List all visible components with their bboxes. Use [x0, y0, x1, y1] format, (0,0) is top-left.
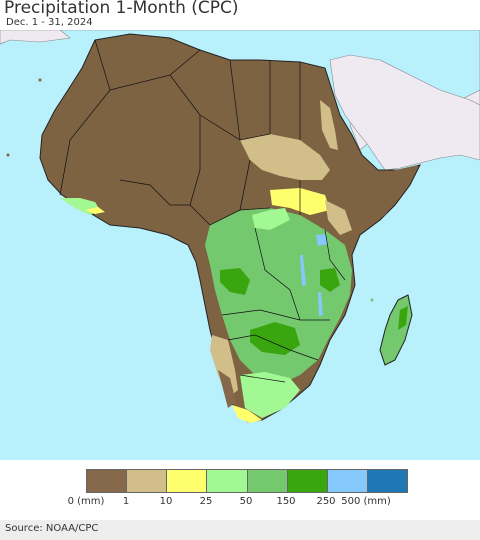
- east-tan-band: [325, 200, 352, 235]
- horn-dark: [355, 165, 418, 230]
- precipitation-map: [0, 30, 480, 460]
- footer-bar: Source: NOAA/CPC: [0, 520, 480, 540]
- legend-label: 25: [199, 496, 213, 507]
- lake-malawi: [318, 292, 323, 316]
- legend-label: 10: [159, 496, 173, 507]
- east-dark-green: [320, 268, 340, 292]
- lake-victoria: [316, 234, 328, 246]
- canary-islands: [38, 78, 42, 82]
- legend-label: 500 (mm): [341, 496, 391, 507]
- legend-swatch: [367, 470, 407, 492]
- legend-swatch: [327, 470, 368, 492]
- legend-label: 0 (mm): [67, 496, 105, 507]
- legend-label: 50: [239, 496, 253, 507]
- legend-swatch: [87, 470, 128, 492]
- legend-swatch: [167, 470, 208, 492]
- yellow-patches-west: [85, 207, 105, 214]
- comoros: [370, 298, 374, 302]
- madagascar-dark: [398, 306, 408, 330]
- precip-legend: [86, 469, 408, 493]
- light-green-band: [252, 208, 290, 230]
- arabian-peninsula: [329, 54, 480, 171]
- zambia-dark-green: [250, 322, 300, 355]
- legend-label: 1: [122, 496, 130, 507]
- namibia-coast-dry: [218, 370, 236, 408]
- legend-swatch: [207, 470, 248, 492]
- cape-verde: [6, 153, 10, 157]
- sahel-light-belt: [240, 134, 330, 180]
- lake-tanganyika: [300, 255, 306, 286]
- legend-label: 150: [276, 496, 296, 507]
- africa-map-svg: [0, 30, 480, 460]
- date-range: Dec. 1 - 31, 2024: [6, 17, 93, 28]
- legend-swatch: [127, 470, 168, 492]
- country-borders: [59, 39, 346, 383]
- south-africa-mix: [240, 372, 300, 418]
- source-credit: Source: NOAA/CPC: [5, 523, 99, 534]
- cape-yellow: [232, 405, 262, 423]
- angola-dark-green: [220, 268, 250, 295]
- map-title: Precipitation 1-Month (CPC): [4, 0, 239, 18]
- central-africa-green: [205, 208, 352, 385]
- legend-label: 250: [316, 496, 336, 507]
- east-sahel-tan: [320, 100, 338, 150]
- legend-swatch: [287, 470, 328, 492]
- legend-swatch: [247, 470, 288, 492]
